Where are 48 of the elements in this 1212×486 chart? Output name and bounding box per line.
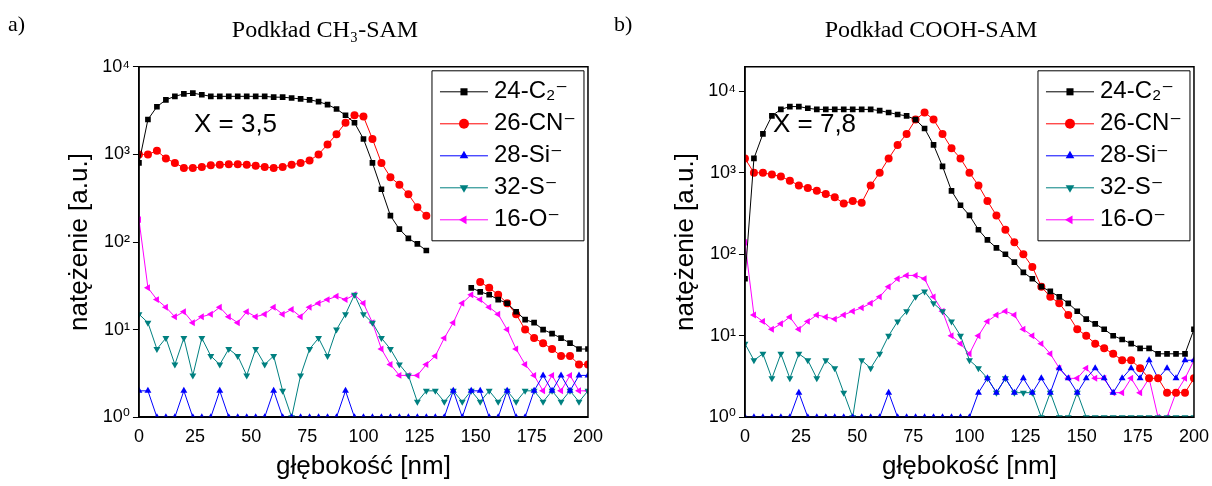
annotation: X = 3,5 (193, 107, 278, 138)
x-axis-title: głębokość [nm] (276, 449, 451, 480)
y-tick-label: 10⁴ (708, 80, 736, 101)
y-tick-label: 10⁰ (102, 406, 130, 427)
x-tick-label: 50 (847, 425, 868, 446)
chart-title: Podkład COOH-SAM (824, 15, 1038, 42)
y-axis-title: natężenie [a.u.] (668, 153, 699, 331)
x-tick-label: 150 (460, 425, 491, 446)
x-tick-label: 100 (954, 425, 985, 446)
legend-label: 26-CN⁻ (1099, 108, 1183, 136)
chart-title: Podkład CH₃-SAM (231, 15, 419, 42)
x-tick-label: 125 (1010, 425, 1041, 446)
legend-label: 28-Si⁻ (493, 140, 563, 168)
x-tick-label: 175 (516, 425, 547, 446)
legend-label: 16-O⁻ (493, 204, 561, 232)
legend-label: 26-CN⁻ (493, 108, 577, 136)
x-tick-label: 175 (1122, 425, 1153, 446)
x-tick-label: 100 (348, 425, 379, 446)
annotation: X = 7,8 (772, 107, 857, 138)
y-tick-label: 10⁴ (102, 55, 130, 76)
y-tick-label: 10² (103, 230, 130, 251)
x-tick-label: 125 (404, 425, 435, 446)
x-tick-label: 75 (903, 425, 924, 446)
y-tick-label: 10³ (709, 161, 736, 182)
x-tick-label: 50 (241, 425, 262, 446)
legend-label: 28-Si⁻ (1099, 140, 1169, 168)
y-tick-label: 10² (709, 243, 736, 264)
x-tick-label: 75 (297, 425, 318, 446)
text: b) (614, 10, 633, 36)
legend-label: 32-S⁻ (1099, 172, 1164, 200)
y-tick-label: 10³ (103, 143, 130, 164)
x-tick-label: 200 (1178, 425, 1210, 446)
x-tick-label: 200 (572, 425, 604, 446)
y-tick-label: 10⁰ (708, 406, 736, 427)
x-tick-label: 0 (133, 425, 144, 446)
legend-label: 16-O⁻ (1099, 204, 1167, 232)
y-axis-title: natężenie [a.u.] (62, 153, 93, 331)
legend-label: 32-S⁻ (493, 172, 558, 200)
x-tick-label: 0 (739, 425, 750, 446)
x-axis-title: głębokość [nm] (882, 449, 1057, 480)
legend-label: 24-C₂⁻ (1099, 76, 1174, 104)
y-tick-label: 10¹ (103, 318, 130, 339)
text: a) (8, 10, 26, 36)
x-tick-label: 25 (185, 425, 206, 446)
legend-label: 24-C₂⁻ (493, 76, 568, 104)
x-tick-label: 25 (791, 425, 812, 446)
x-tick-label: 150 (1066, 425, 1097, 446)
y-tick-label: 10¹ (709, 324, 736, 345)
